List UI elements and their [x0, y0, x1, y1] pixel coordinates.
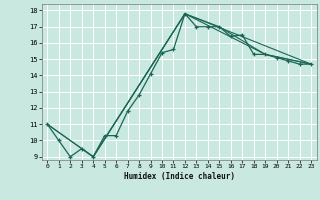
X-axis label: Humidex (Indice chaleur): Humidex (Indice chaleur)	[124, 172, 235, 181]
